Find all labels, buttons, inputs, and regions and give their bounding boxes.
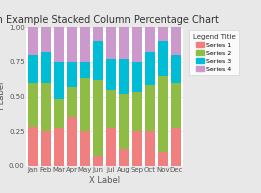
Bar [80, 27, 90, 62]
Bar [106, 27, 116, 59]
Bar [41, 83, 51, 131]
Bar [132, 62, 142, 92]
Y-axis label: Y Label: Y Label [0, 81, 6, 112]
Bar [93, 27, 103, 41]
Bar [54, 129, 64, 166]
Bar [158, 152, 168, 166]
Bar [67, 62, 77, 87]
Bar [158, 27, 168, 41]
Bar [106, 129, 116, 166]
Bar [93, 156, 103, 166]
Title: An Example Stacked Column Percentage Chart: An Example Stacked Column Percentage Cha… [0, 15, 219, 25]
Bar [158, 76, 168, 152]
Bar [80, 62, 90, 78]
Bar [80, 78, 90, 131]
Bar [119, 94, 129, 149]
Bar [93, 80, 103, 156]
Bar [80, 131, 90, 166]
Bar [67, 87, 77, 117]
Bar [28, 83, 38, 127]
Bar [119, 59, 129, 94]
Bar [171, 129, 181, 166]
Bar [145, 85, 155, 131]
Bar [132, 92, 142, 131]
Bar [106, 59, 116, 90]
Bar [171, 83, 181, 129]
Bar [41, 52, 51, 83]
Bar [54, 62, 64, 99]
Bar [106, 90, 116, 129]
Bar [119, 27, 129, 59]
Bar [171, 27, 181, 55]
Bar [93, 41, 103, 80]
Bar [145, 27, 155, 52]
Bar [158, 41, 168, 76]
Bar [41, 27, 51, 52]
Bar [28, 27, 38, 55]
Legend: Series 1, Series 2, Series 3, Series 4: Series 1, Series 2, Series 3, Series 4 [189, 30, 239, 75]
Bar [28, 55, 38, 83]
Bar [132, 27, 142, 62]
Bar [145, 131, 155, 166]
Bar [28, 127, 38, 166]
Bar [67, 117, 77, 166]
Bar [67, 27, 77, 62]
Bar [171, 55, 181, 83]
X-axis label: X Label: X Label [89, 176, 120, 185]
Bar [54, 27, 64, 62]
Bar [54, 99, 64, 129]
Bar [41, 131, 51, 166]
Bar [132, 131, 142, 166]
Bar [119, 149, 129, 166]
Bar [145, 52, 155, 85]
